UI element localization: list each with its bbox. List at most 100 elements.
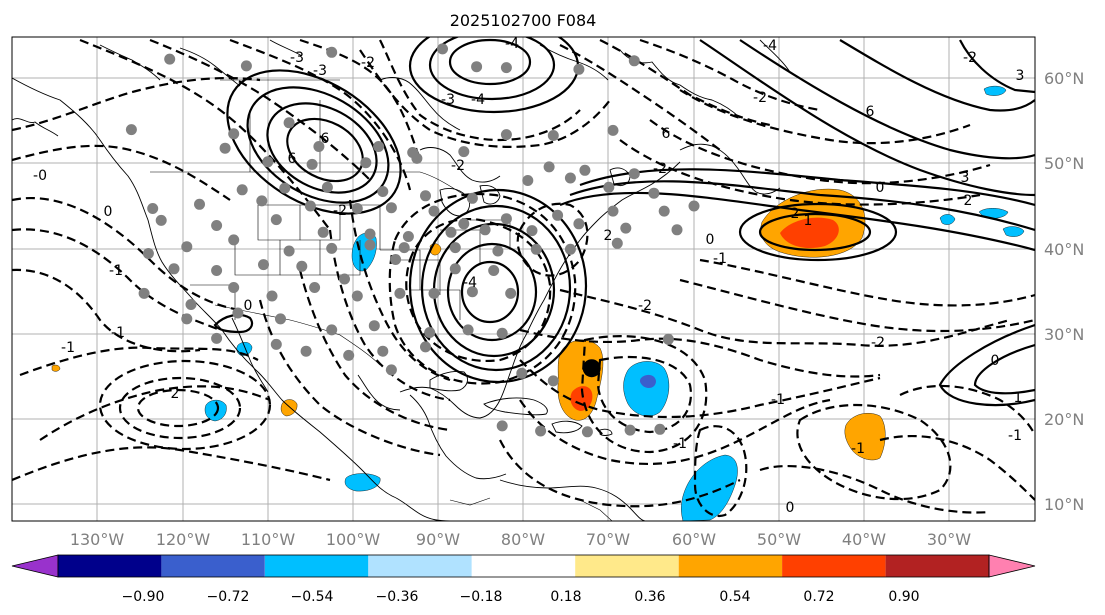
colorbar-tick-label: 0.18 <box>550 589 581 605</box>
contour-label: -3 <box>290 50 304 66</box>
station-dot-icon <box>270 338 282 350</box>
station-dot-icon <box>688 200 700 212</box>
station-dot-icon <box>471 61 483 73</box>
shade-red-atlantic <box>780 217 839 249</box>
station-dot-icon <box>552 209 564 221</box>
station-dot-icon <box>496 327 508 339</box>
colorbar-extend-low <box>11 554 59 578</box>
station-dot-icon <box>458 146 470 158</box>
colorbar <box>11 554 1036 578</box>
contour-label: -1 <box>673 436 687 452</box>
contour-label: -3 <box>441 92 455 108</box>
station-dot-icon <box>300 345 312 357</box>
station-dot-icon <box>492 245 504 257</box>
lon-label: 30°W <box>927 530 971 549</box>
station-dot-icon <box>573 63 585 75</box>
contour-label: -2 <box>361 55 375 71</box>
station-dot-icon <box>496 420 508 432</box>
contour-label: -1 <box>61 340 75 356</box>
station-dot-icon <box>390 254 402 265</box>
station-dot-icon <box>236 184 248 196</box>
contour-label: 1 <box>1014 390 1023 406</box>
contour-label: 0 <box>104 204 113 220</box>
shade-blue-storm-east <box>623 361 670 417</box>
station-dot-icon <box>607 205 619 217</box>
colorbar-swatch <box>782 555 886 577</box>
station-dot-icon <box>500 62 512 74</box>
station-dot-icon <box>479 224 491 236</box>
shade-blue-south <box>681 454 738 521</box>
station-dot-icon <box>420 190 431 202</box>
station-dot-icon <box>458 218 470 230</box>
station-dot-icon <box>394 287 406 299</box>
station-dot-icon <box>326 46 338 58</box>
lon-label: 70°W <box>586 530 630 549</box>
station-dot-icon <box>279 182 291 194</box>
shade-blue-ne1 <box>983 85 1007 96</box>
colorbar-swatch <box>678 555 783 577</box>
contour-label: 1 <box>804 213 813 229</box>
contour-label: 3 <box>961 170 970 186</box>
station-dot-icon <box>607 124 619 136</box>
station-dot-icon <box>266 290 278 302</box>
station-dot-icon <box>564 172 576 184</box>
colorbar-tick-label: −0.36 <box>376 589 419 605</box>
station-dot-icon <box>326 242 338 254</box>
station-dot-icon <box>516 367 528 379</box>
station-dot-icon <box>505 287 517 299</box>
station-dot-icon <box>339 273 350 285</box>
contour-label: 0 <box>876 180 885 196</box>
lon-label: 100°W <box>326 530 381 549</box>
contour-label: -1 <box>851 441 865 457</box>
contour-label: -4 <box>763 38 777 54</box>
contour-label: 6 <box>662 126 671 142</box>
station-dot-icon <box>579 164 591 176</box>
station-dot-icon <box>306 158 318 170</box>
station-dot-icon <box>488 265 500 276</box>
lon-label: 90°W <box>416 530 460 549</box>
colorbar-tick-label: −0.54 <box>291 589 334 605</box>
station-dot-icon <box>256 195 268 207</box>
colorbar-swatch <box>368 555 472 577</box>
lat-label: 20°N <box>1044 410 1084 429</box>
storm-center-icon <box>582 359 601 378</box>
contour-label: -2 <box>653 161 667 177</box>
station-dot-icon <box>262 156 274 168</box>
station-dot-icon <box>164 53 176 65</box>
station-dot-icon <box>368 320 380 332</box>
map-title: 2025102700 F084 <box>450 11 597 30</box>
colorbar-frame <box>57 554 990 578</box>
lon-label: 60°W <box>672 530 716 549</box>
station-dot-icon <box>581 426 593 438</box>
colorbar-tick-label: 0.54 <box>719 589 750 605</box>
station-dot-icon <box>535 425 547 437</box>
shade-orange-east <box>844 413 886 461</box>
coastlines <box>12 39 791 521</box>
station-dot-icon <box>313 141 325 152</box>
station-dot-icon <box>428 205 440 217</box>
lon-label: 40°W <box>842 530 886 549</box>
colorbar-tick-label: 0.72 <box>803 589 834 605</box>
lon-labels: 130°W 120°W 110°W 100°W 90°W 80°W 70°W 6… <box>70 530 971 549</box>
contour-label: -1 <box>109 263 123 279</box>
contour-label: 2 <box>604 228 613 244</box>
station-dot-icon <box>628 168 640 180</box>
station-dot-icon <box>547 130 559 141</box>
contour-label: -1 <box>1008 428 1022 444</box>
station-dot-icon <box>620 222 632 234</box>
shade-blue-pacific <box>204 399 227 422</box>
station-dot-icon <box>296 260 308 272</box>
station-dot-icon <box>125 124 137 136</box>
station-dot-icon <box>351 290 363 302</box>
station-dot-icon <box>500 129 512 141</box>
station-dot-icon <box>360 157 372 169</box>
station-dot-icon <box>466 286 478 298</box>
colorbar-tick-label: 0.36 <box>634 589 665 605</box>
lon-label: 110°W <box>241 530 296 549</box>
station-dot-icon <box>662 333 674 345</box>
station-dot-icon <box>437 43 448 55</box>
lat-label: 30°N <box>1044 325 1084 344</box>
station-dot-icon <box>658 205 670 217</box>
station-dot-icon <box>547 375 559 387</box>
station-dot-icon <box>373 141 385 152</box>
